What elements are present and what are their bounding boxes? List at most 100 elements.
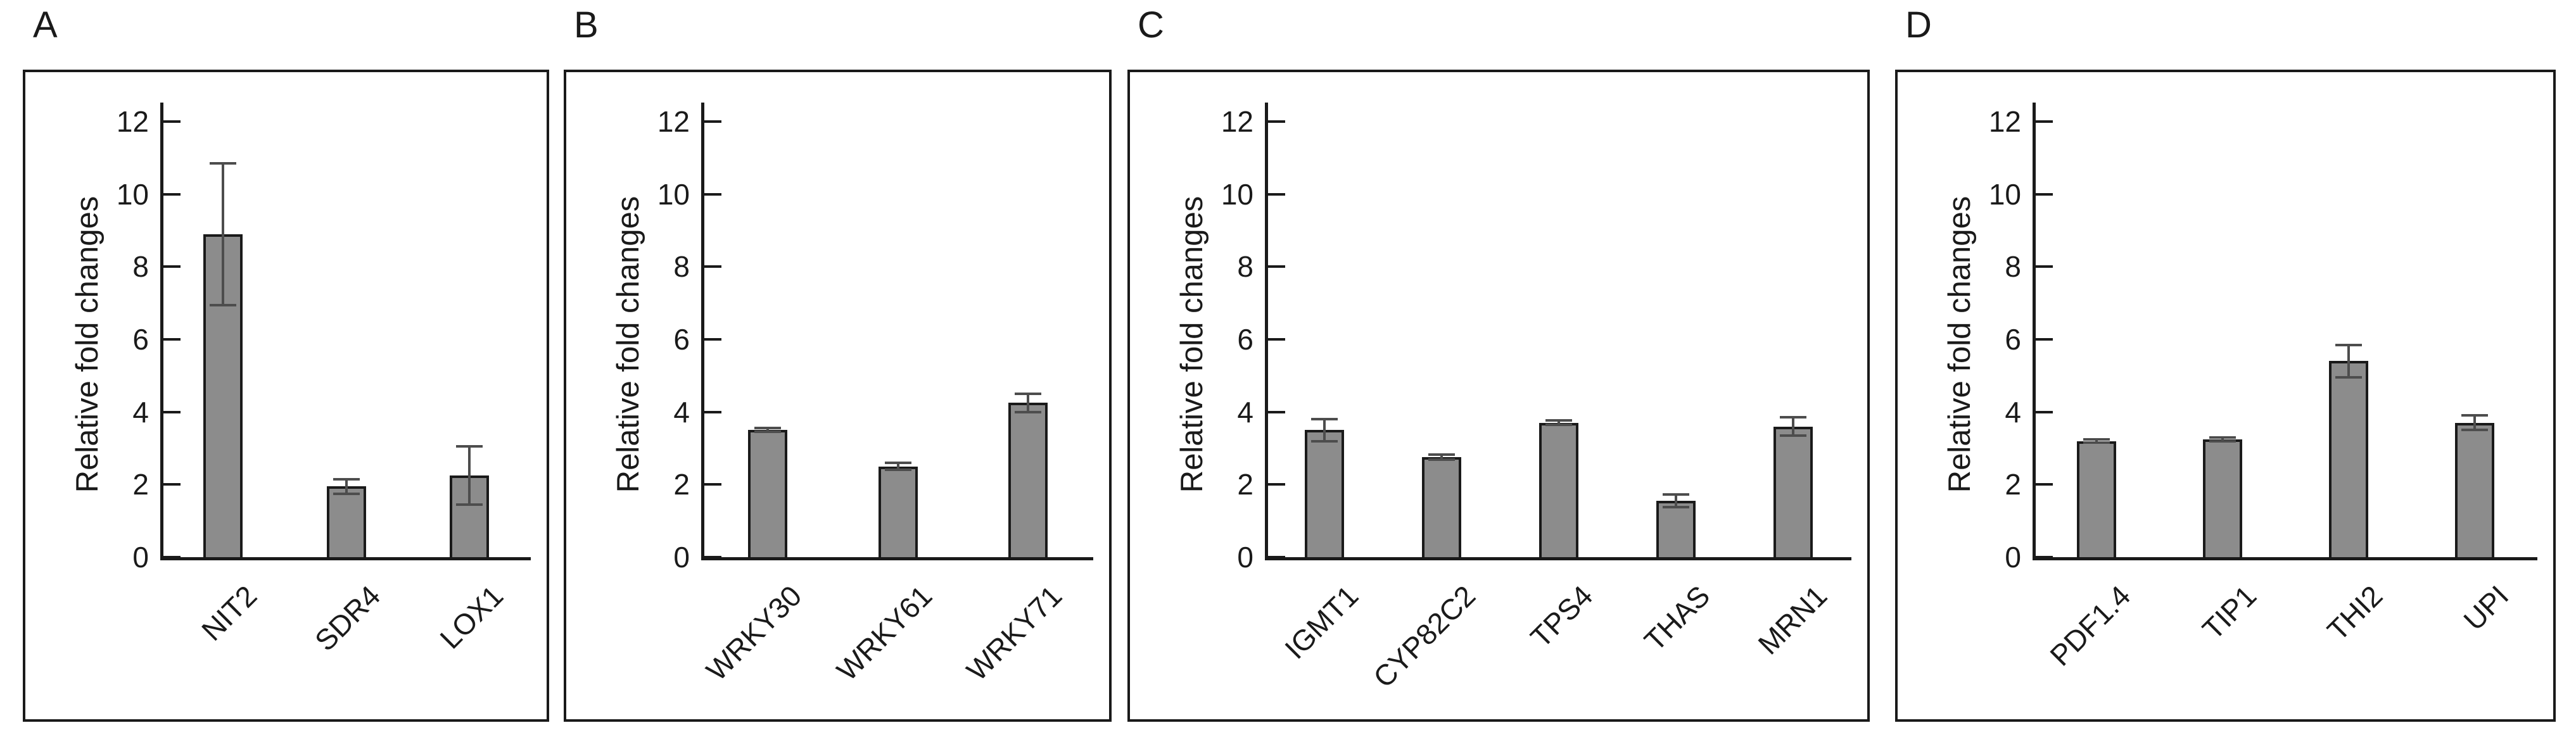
y-axis-tick	[702, 410, 721, 413]
y-axis-tick-label: 0	[2005, 541, 2021, 574]
error-bar-cap-bottom	[2461, 429, 2488, 432]
panel-b-box: Relative fold changes 0 2 4 6 8 10 12 WRKY30 WRKY…	[564, 70, 1112, 722]
y-axis-tick-label: 6	[2005, 323, 2021, 356]
error-bar-cap-top	[2335, 343, 2362, 346]
error-bar	[2473, 415, 2476, 431]
bar-WRKY61	[878, 466, 918, 560]
error-bar-cap-bottom	[1428, 458, 1456, 462]
y-axis-tick	[702, 483, 721, 486]
y-axis-tick	[162, 265, 181, 268]
error-bar	[1440, 455, 1443, 460]
error-bar-cap-top	[884, 461, 911, 464]
error-bar-cap-bottom	[333, 492, 360, 495]
y-axis-tick	[162, 120, 181, 123]
error-bar-cap-bottom	[2335, 376, 2362, 379]
error-bar	[222, 163, 225, 305]
y-axis-tick	[2034, 120, 2053, 123]
y-axis-tick	[1266, 483, 1285, 486]
x-axis-line	[2033, 557, 2537, 560]
bar-MRN1	[1773, 426, 1813, 560]
error-bar-cap-bottom	[884, 469, 911, 472]
bar-IGMT1	[1305, 430, 1345, 560]
y-axis-tick	[2034, 265, 2053, 268]
error-bar	[1027, 394, 1030, 412]
y-axis-line	[1265, 103, 1268, 560]
error-bar	[467, 446, 471, 505]
bar-THAS	[1656, 501, 1696, 560]
y-axis-tick-label: 0	[132, 541, 149, 574]
y-axis-tick	[2034, 410, 2053, 413]
y-axis-tick-label: 6	[673, 323, 690, 356]
error-bar-cap-top	[2461, 414, 2488, 417]
y-axis-tick-label: 2	[1237, 468, 1253, 501]
panel-label-a: A	[33, 4, 58, 46]
error-bar-cap-top	[455, 445, 483, 448]
y-axis-tick	[2034, 483, 2053, 486]
y-axis-tick-label: 12	[1221, 105, 1253, 138]
panel-label-b: B	[574, 4, 599, 46]
error-bar	[2221, 437, 2224, 441]
y-axis-tick-label: 12	[116, 105, 149, 138]
y-axis-tick-label: 0	[673, 541, 690, 574]
y-axis-tick	[162, 338, 181, 341]
error-bar-cap-bottom	[1779, 434, 1806, 437]
error-bar-cap-bottom	[2209, 439, 2237, 443]
panel-label-c: C	[1138, 4, 1164, 46]
bar-WRKY71	[1008, 403, 1048, 560]
y-axis-tick-label: 2	[673, 468, 690, 501]
y-axis-tick-label: 4	[2005, 395, 2021, 429]
panel-label-d: D	[1905, 4, 1932, 46]
bar-THI2	[2328, 361, 2368, 560]
y-axis-tick-label: 2	[2005, 468, 2021, 501]
y-axis-tick-label: 4	[132, 395, 149, 429]
error-bar	[2347, 344, 2350, 378]
y-axis-tick	[702, 120, 721, 123]
y-axis-tick	[702, 265, 721, 268]
error-bar-cap-top	[210, 161, 237, 165]
y-axis-tick-label: 12	[657, 105, 690, 138]
panel-a-box: Relative fold changes 0 2 4 6 8 10 12 NIT2 SDR4 LO…	[23, 70, 549, 722]
error-bar-cap-bottom	[1015, 410, 1042, 413]
panel-c-box: Relative fold changes 0 2 4 6 8 10 12 IGMT1 CYP82…	[1127, 70, 1870, 722]
y-axis-tick-label: 6	[1237, 323, 1253, 356]
error-bar	[345, 479, 348, 494]
error-bar	[1323, 419, 1326, 441]
y-axis-tick-label: 2	[132, 468, 149, 501]
y-axis-line	[701, 103, 704, 560]
x-category-label: WRKY30	[699, 579, 808, 688]
bar-WRKY30	[747, 430, 787, 560]
error-bar	[2095, 439, 2098, 443]
y-axis-tick	[162, 192, 181, 196]
bar-UPI	[2454, 422, 2494, 560]
y-axis-tick	[1266, 120, 1285, 123]
y-axis-tick	[702, 192, 721, 196]
error-bar-cap-bottom	[2083, 441, 2110, 444]
panel-d-box: Relative fold changes 0 2 4 6 8 10 12 PDF1.4 TIP1…	[1895, 70, 2556, 722]
error-bar-cap-top	[1779, 416, 1806, 419]
error-bar-cap-bottom	[455, 503, 483, 506]
error-bar-cap-bottom	[1311, 439, 1338, 443]
error-bar-cap-bottom	[210, 303, 237, 306]
y-axis-tick-label: 4	[673, 395, 690, 429]
y-axis-line	[160, 103, 163, 560]
y-axis-tick-label: 8	[1237, 250, 1253, 284]
error-bar	[1791, 417, 1794, 436]
y-axis-tick	[1266, 338, 1285, 341]
y-axis-tick	[162, 483, 181, 486]
bar-TPS4	[1539, 422, 1578, 560]
error-bar-cap-top	[1311, 418, 1338, 421]
y-axis-tick	[2034, 338, 2053, 341]
error-bar-cap-bottom	[1662, 506, 1689, 509]
error-bar-cap-top	[333, 477, 360, 481]
error-bar-cap-top	[2083, 438, 2110, 441]
y-axis-tick-label: 12	[1988, 105, 2021, 138]
bar-SDR4	[326, 486, 366, 560]
error-bar-cap-top	[1428, 453, 1456, 456]
y-axis-tick	[162, 410, 181, 413]
y-axis-tick	[1266, 410, 1285, 413]
y-axis-tick-label: 4	[1237, 395, 1253, 429]
bar-PDF1.4	[2077, 441, 2117, 560]
error-bar-cap-bottom	[754, 431, 781, 434]
error-bar-cap-top	[1015, 393, 1042, 395]
error-bar	[1558, 420, 1560, 425]
